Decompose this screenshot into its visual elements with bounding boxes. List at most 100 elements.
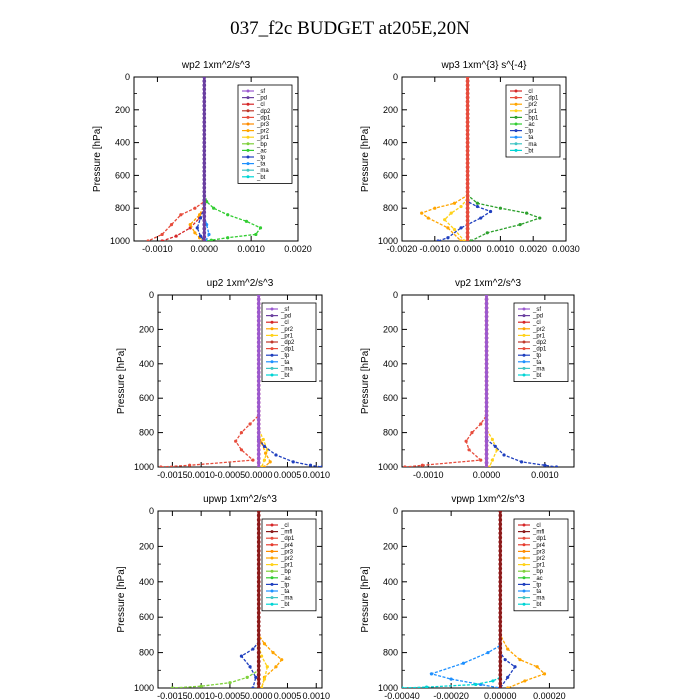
y-tick-label: 1000 [110, 236, 130, 246]
series-point-dp1 [465, 79, 470, 83]
series-point-mfl [498, 677, 503, 681]
series-point-ac [258, 226, 263, 230]
series-point-pr1 [452, 227, 457, 232]
series-point-sf [484, 331, 489, 336]
series-point-mfl [498, 557, 503, 562]
series-point-dp1 [465, 95, 470, 100]
x-tick-label: 0.0020 [519, 244, 547, 254]
series-point-dp1 [465, 99, 470, 104]
legend-marker-dp2 [522, 340, 526, 344]
series-line-tp [437, 77, 493, 241]
x-tick-label: 0.00020 [533, 691, 566, 700]
series-point-dp1 [465, 194, 470, 198]
series-point-pr2 [523, 679, 527, 683]
panel-2: wp3 1xm^{3} s^{-4} Pressure [hPa] 0 200 400 6… [360, 60, 580, 254]
series-point-sf [256, 344, 261, 349]
series-point-dp1 [239, 431, 244, 435]
legend-marker-tp [270, 582, 274, 586]
series-point-tp [513, 665, 517, 669]
series-point-pr2 [542, 672, 547, 676]
series-point-pd [202, 210, 207, 215]
legend-entry-pd: _pd [532, 314, 543, 320]
legend-entry-bp1: _bp1 [524, 115, 539, 121]
series-point-dp1 [465, 91, 470, 96]
series-point-tp [554, 465, 559, 467]
x-tick-label: -0.00040 [384, 691, 420, 700]
series-point-mfl [256, 628, 261, 633]
legend-entry-bt: _bt [532, 373, 542, 379]
series-group [420, 77, 542, 241]
series-point-pd [202, 149, 207, 153]
series-point-sf [256, 349, 261, 353]
legend-entry-pr2: _pr2 [532, 327, 546, 333]
y-tick-label: 0 [149, 290, 154, 300]
legend: _sf_pd_cl_pr2_pr1_dp2_dp1_tp_ta_ma_bt [513, 302, 569, 382]
y-tick-label: 1000 [378, 236, 398, 246]
series-point-ac [226, 213, 230, 217]
series-point-tp [198, 216, 203, 220]
legend-entry-ac: _ac [524, 122, 535, 128]
series-point-sf [484, 448, 489, 452]
series-point-mfl [498, 562, 503, 566]
series-point-sf [484, 353, 489, 358]
x-tick-label: -0.0010 [420, 244, 451, 254]
series-point-mfl [256, 641, 261, 646]
series-point-sf [256, 370, 261, 375]
series-point-tp [320, 465, 322, 467]
legend-entry-pr2: _pr2 [256, 129, 270, 135]
series-point-sf [484, 409, 489, 413]
legend-entry-sf: _sf [280, 307, 289, 313]
y-tick-label: 0 [393, 290, 398, 300]
x-tick-label: 0.0000 [245, 691, 273, 700]
x-tick-label: 0.0010 [187, 470, 215, 480]
legend-entry-tp: _tp [280, 353, 290, 359]
y-tick-label: 200 [139, 541, 154, 551]
series-point-pr2 [446, 226, 450, 230]
legend-marker-ma [270, 596, 274, 600]
x-tick-label: 0.0000 [245, 470, 273, 480]
series-point-mfl [256, 602, 261, 606]
legend-marker-pr2 [270, 556, 274, 560]
series-point-mfl [498, 646, 503, 650]
legend-marker-pr4 [270, 543, 274, 547]
series-point-mfl [498, 641, 503, 646]
series-point-sf [484, 413, 489, 418]
legend-entry-cl: _cl [256, 102, 265, 108]
series-point-dp1 [465, 165, 470, 169]
legend-marker-ta [270, 589, 274, 593]
y-axis-label: Pressure [hPa] [360, 126, 371, 192]
series-point-dp1 [465, 169, 470, 174]
series-point-dp1 [248, 422, 252, 426]
legend-marker-ac [514, 122, 518, 126]
y-axis-label: Pressure [hPa] [360, 566, 371, 632]
series-point-dp1 [251, 458, 255, 462]
legend-marker-tp [514, 129, 518, 133]
panel-title: vpwp 1xm^2/s^3 [451, 494, 525, 505]
legend-marker-ta [522, 589, 526, 593]
series-point-mfl [256, 540, 261, 544]
legend-marker-dp1 [270, 536, 274, 540]
series-point-tp [254, 675, 258, 679]
panel-title: wp3 1xm^{3} s^{-4} [441, 60, 528, 71]
series-point-bp1 [469, 239, 473, 241]
series-point-mfl [256, 511, 261, 513]
y-tick-label: 800 [383, 648, 398, 658]
legend-entry-pr4: _pr4 [280, 543, 294, 549]
x-tick-label: -0.0015 [157, 691, 188, 700]
series-point-sf [256, 331, 261, 336]
legend-marker-cl [514, 89, 518, 93]
y-tick-label: 400 [383, 138, 398, 148]
series-point-mfl [498, 584, 503, 589]
series-point-dp1 [465, 128, 470, 133]
series-point-mfl [498, 511, 503, 513]
legend-entry-cl: _cl [280, 523, 289, 529]
y-tick-label: 800 [383, 203, 398, 213]
series-point-mfl [256, 646, 261, 650]
legend-entry-pd: _pd [256, 96, 267, 102]
legend-marker-ma [522, 366, 526, 370]
series-point-dp1 [465, 161, 470, 165]
series-point-sf [256, 396, 261, 401]
series-point-mfl [498, 540, 503, 544]
series-point-pd [202, 190, 207, 194]
